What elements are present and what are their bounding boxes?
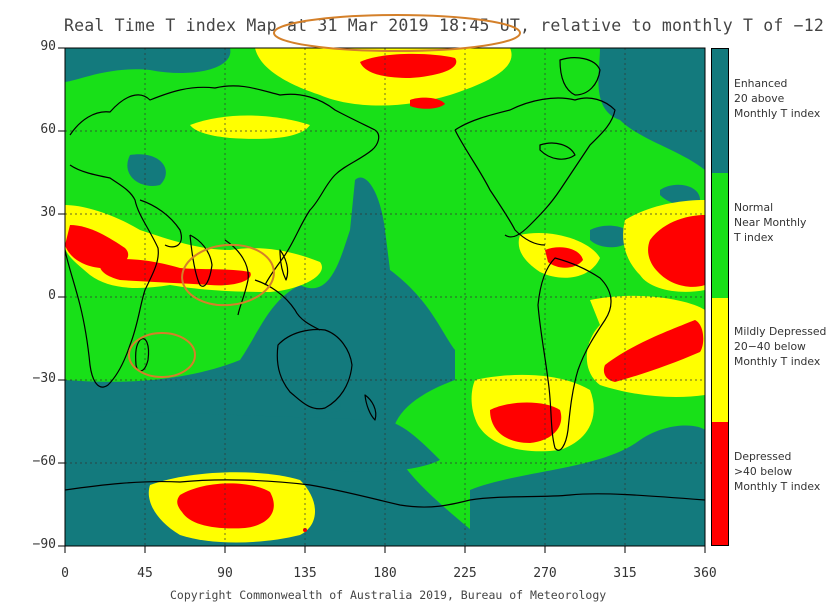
x-tick-label: 90 [217, 566, 233, 581]
india-highlight-ellipse [181, 243, 275, 307]
legend-label-normal: Normal Near Monthly T index [734, 201, 807, 244]
legend-swatch-normal [712, 173, 728, 298]
x-tick-label: 360 [693, 566, 717, 581]
y-tick-label: 60 [40, 122, 56, 137]
x-tick-label: 135 [293, 566, 317, 581]
depressed-regions [65, 53, 705, 532]
x-tick-label: 225 [453, 566, 477, 581]
legend-colorbar [711, 48, 729, 546]
legend-label-mild: Mildly Depressed 20−40 below Monthly T i… [734, 325, 827, 368]
y-tick-label: 30 [40, 205, 56, 220]
date-highlight-ellipse [273, 14, 521, 52]
x-tick-label: 180 [373, 566, 397, 581]
x-tick-label: 0 [61, 566, 69, 581]
gridlines [65, 48, 705, 546]
y-tick-label: −60 [32, 454, 56, 469]
legend-swatch-mild [712, 298, 728, 422]
axis-ticks [58, 47, 706, 553]
x-tick-label: 315 [613, 566, 637, 581]
x-tick-label: 45 [137, 566, 153, 581]
x-tick-label: 270 [533, 566, 557, 581]
legend-label-enhanced: Enhanced 20 above Monthly T index [734, 77, 821, 120]
annotation-ellipses [128, 14, 521, 378]
legend-swatch-depressed [712, 422, 728, 545]
legend-label-depressed: Depressed >40 below Monthly T index [734, 450, 821, 493]
y-tick-label: 90 [40, 39, 56, 54]
copyright-notice: Copyright Commonwealth of Australia 2019… [170, 588, 607, 602]
madagascar-highlight-ellipse [128, 332, 196, 378]
y-tick-label: −90 [32, 537, 56, 552]
y-tick-label: −30 [32, 371, 56, 386]
legend-swatch-enhanced [712, 49, 728, 173]
y-tick-label: 0 [48, 288, 56, 303]
map-title: Real Time T index Map at 31 Mar 2019 18:… [64, 16, 825, 35]
coastlines [65, 57, 705, 508]
